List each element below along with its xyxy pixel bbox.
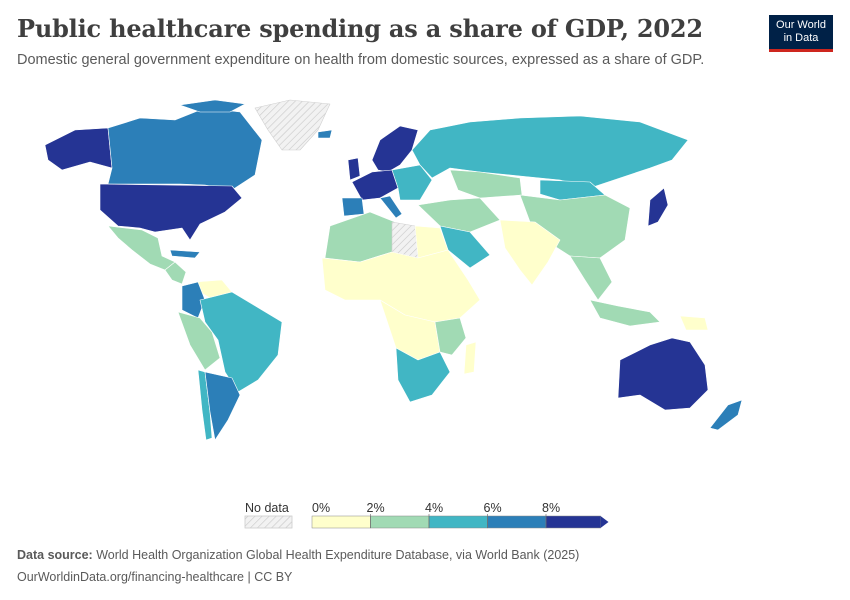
legend-no-data-label: No data (245, 501, 289, 515)
license-text: CC BY (254, 570, 293, 584)
region-argentina[interactable] (204, 371, 241, 441)
source-line: Data source: World Health Organization G… (17, 548, 579, 562)
region-new-zealand[interactable] (709, 399, 743, 431)
region-madagascar[interactable] (463, 341, 477, 375)
legend-bin-4[interactable] (545, 515, 601, 529)
region-iceland[interactable] (317, 129, 333, 139)
region-australia[interactable] (617, 337, 709, 411)
region-colombia[interactable] (181, 281, 206, 319)
region-southeast-asia[interactable] (569, 255, 613, 301)
region-greenland[interactable] (254, 99, 331, 151)
source-url-link[interactable]: OurWorldinData.org/financing-healthcare (17, 570, 244, 584)
region-scandinavia[interactable] (371, 125, 419, 173)
legend-tick-1: 2% (367, 501, 385, 515)
world-map[interactable] (0, 85, 850, 495)
url-line: OurWorldinData.org/financing-healthcare … (17, 570, 293, 584)
region-cuba[interactable] (169, 249, 201, 259)
legend-no-data-swatch (244, 515, 293, 529)
region-india[interactable] (499, 219, 561, 286)
region-mexico[interactable] (107, 225, 176, 271)
owid-logo[interactable]: Our World in Data (769, 15, 833, 52)
region-east-africa[interactable] (434, 317, 467, 356)
region-canada-islands[interactable] (179, 99, 246, 113)
legend-tick-0: 0% (312, 501, 330, 515)
region-indonesia[interactable] (589, 299, 661, 327)
region-japan[interactable] (647, 187, 669, 227)
region-central-america[interactable] (164, 261, 187, 285)
chart-title: Public healthcare spending as a share of… (17, 14, 703, 43)
region-alaska[interactable] (44, 127, 113, 171)
source-label: Data source: (17, 548, 93, 562)
region-sahel[interactable] (321, 249, 481, 323)
legend-bin-0[interactable] (311, 515, 371, 529)
region-brazil[interactable] (199, 291, 283, 393)
region-canada[interactable] (107, 107, 263, 191)
legend-bin-2[interactable] (428, 515, 488, 529)
legend-tick-3: 6% (484, 501, 502, 515)
logo-line-2: in Data (783, 32, 819, 44)
region-middle-east[interactable] (417, 197, 501, 233)
region-uk[interactable] (347, 157, 361, 181)
legend-bin-1[interactable] (370, 515, 430, 529)
source-text: World Health Organization Global Health … (96, 548, 580, 562)
region-italy[interactable] (379, 195, 403, 219)
chart-subtitle: Domestic general government expenditure … (17, 52, 705, 68)
region-peru-bolivia[interactable] (177, 311, 221, 371)
region-png[interactable] (679, 315, 709, 331)
map-legend: No data 0% 2% 4% 6% 8% (244, 501, 609, 529)
legend-tick-2: 4% (425, 501, 443, 515)
legend-bin-3[interactable] (487, 515, 547, 529)
region-southern-africa[interactable] (395, 347, 451, 403)
legend-tick-4: 8% (542, 501, 560, 515)
logo-line-1: Our World (776, 19, 826, 31)
region-iberia[interactable] (341, 197, 365, 217)
legend-arrow-icon (600, 516, 609, 528)
region-russia[interactable] (411, 115, 689, 189)
region-usa[interactable] (99, 183, 243, 241)
